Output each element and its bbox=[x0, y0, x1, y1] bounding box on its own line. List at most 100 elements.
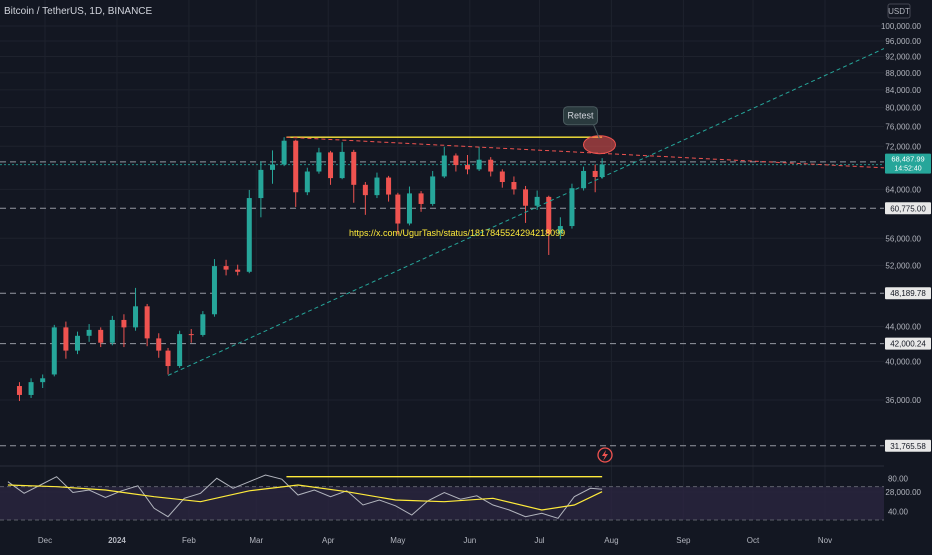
candle-body bbox=[418, 193, 424, 204]
price-axis[interactable]: 100,000.00 96,000.00 92,000.00 88,000.00 84,… bbox=[881, 22, 922, 497]
time-tick-label: Nov bbox=[818, 536, 832, 545]
candle-body bbox=[235, 269, 241, 272]
level-badge-label: 48,189.78 bbox=[890, 289, 926, 298]
lightning-icon[interactable] bbox=[597, 447, 613, 463]
price-axis-background bbox=[884, 0, 932, 520]
last-price-label: 68,487.99 bbox=[891, 155, 924, 164]
candles bbox=[16, 137, 605, 402]
candle-body bbox=[316, 152, 322, 172]
candle-body bbox=[177, 334, 183, 367]
callout-box bbox=[563, 106, 598, 126]
candle-body bbox=[121, 319, 127, 328]
candle-body bbox=[374, 177, 380, 196]
candle-body bbox=[569, 188, 575, 227]
candle-body bbox=[258, 169, 264, 199]
time-tick-label: Aug bbox=[604, 536, 618, 545]
level-badge-label: 31,765.58 bbox=[890, 442, 926, 451]
trendlines bbox=[167, 44, 893, 376]
candle-body bbox=[293, 140, 299, 193]
candle-body bbox=[133, 306, 139, 328]
callout-leader bbox=[593, 124, 600, 139]
candle-body bbox=[144, 306, 150, 339]
rsi-ma-line bbox=[7, 484, 603, 511]
price-tick-label: 100,000.00 bbox=[881, 22, 922, 31]
rsi-line bbox=[7, 474, 603, 519]
candle-body bbox=[109, 319, 115, 343]
candle-body bbox=[476, 159, 482, 170]
time-tick-label: Dec bbox=[38, 536, 52, 545]
candle-body bbox=[51, 327, 57, 375]
level-badge bbox=[885, 439, 931, 452]
price-tick-label: 52,000.00 bbox=[885, 261, 921, 270]
currency-label: USDT bbox=[888, 7, 910, 16]
rsi-axis: 80.00 40.00 bbox=[888, 474, 909, 516]
candle-body bbox=[386, 177, 392, 195]
rsi-band bbox=[0, 486, 884, 520]
candle-body bbox=[86, 329, 92, 336]
candle-body bbox=[188, 334, 194, 336]
annotation-url: https://x.com/UgurTash/status/1817845524… bbox=[349, 228, 565, 238]
price-tick-label: 72,000.00 bbox=[885, 142, 921, 151]
candle-body bbox=[511, 182, 517, 190]
trendline-descending[interactable] bbox=[286, 136, 893, 169]
candle-body bbox=[223, 266, 229, 270]
level-badge bbox=[885, 337, 931, 350]
level-badge bbox=[885, 202, 931, 215]
rsi-tick-label: 40.00 bbox=[888, 508, 909, 517]
candle-body bbox=[465, 165, 470, 170]
callout-text: Retest bbox=[567, 111, 594, 121]
candle-body bbox=[351, 151, 357, 185]
candle-body bbox=[534, 196, 540, 206]
time-tick-label: Feb bbox=[182, 536, 196, 545]
candle-body bbox=[406, 193, 412, 224]
candle-body bbox=[557, 226, 563, 234]
level-badge-label: 42,000.24 bbox=[890, 340, 926, 349]
candle-body bbox=[395, 194, 401, 224]
level-badge bbox=[885, 287, 931, 300]
candle-body bbox=[28, 382, 34, 395]
candle-body bbox=[592, 170, 598, 178]
time-axis[interactable]: Dec 2024 Feb Mar Apr May Jun Jul Aug Sep Oct Nov bbox=[38, 536, 832, 545]
price-tick-label: 80,000.00 bbox=[885, 104, 921, 113]
candle-body bbox=[63, 327, 69, 351]
price-tick-label: 88,000.00 bbox=[885, 69, 921, 78]
candle-body bbox=[546, 196, 552, 234]
candle-body bbox=[499, 171, 505, 183]
candle-body bbox=[488, 159, 494, 172]
candle-body bbox=[98, 329, 104, 343]
candle-body bbox=[362, 184, 368, 196]
time-tick-label: Mar bbox=[249, 536, 263, 545]
price-tick-label: 76,000.00 bbox=[885, 122, 921, 131]
candle-body bbox=[339, 151, 345, 179]
time-tick-label: Oct bbox=[747, 536, 760, 545]
time-tick-label: Apr bbox=[322, 536, 335, 545]
time-tick-label: Sep bbox=[676, 536, 691, 545]
rsi-panel[interactable] bbox=[0, 474, 884, 521]
candle-body bbox=[581, 170, 587, 189]
candle-body bbox=[599, 164, 605, 178]
retest-highlight bbox=[583, 135, 616, 155]
price-badges: 69,000.0060,775.0048,189.7842,000.2431,7… bbox=[885, 153, 931, 452]
candle-body bbox=[165, 350, 171, 367]
candle-body bbox=[40, 378, 46, 383]
time-tick-label: May bbox=[390, 536, 405, 545]
price-tick-label: 56,000.00 bbox=[885, 234, 921, 243]
candle-body bbox=[156, 338, 162, 351]
rsi-tick-label: 80.00 bbox=[888, 474, 909, 483]
chart-title: Bitcoin / TetherUS, 1D, BINANCE bbox=[4, 6, 153, 17]
candle-body bbox=[211, 266, 217, 315]
time-tick-label: Jul bbox=[534, 536, 544, 545]
countdown-label: 14:52:40 bbox=[894, 166, 921, 173]
currency-badge[interactable]: USDT bbox=[887, 3, 911, 19]
candle-body bbox=[75, 335, 80, 351]
price-tick-label: 92,000.00 bbox=[885, 53, 921, 62]
candle-body bbox=[270, 164, 275, 170]
candle-body bbox=[16, 386, 22, 395]
candle-body bbox=[328, 152, 334, 179]
level-badge-label: 60,775.00 bbox=[890, 204, 926, 213]
price-tick-label: 64,000.00 bbox=[885, 185, 921, 194]
candle-body bbox=[304, 171, 310, 193]
